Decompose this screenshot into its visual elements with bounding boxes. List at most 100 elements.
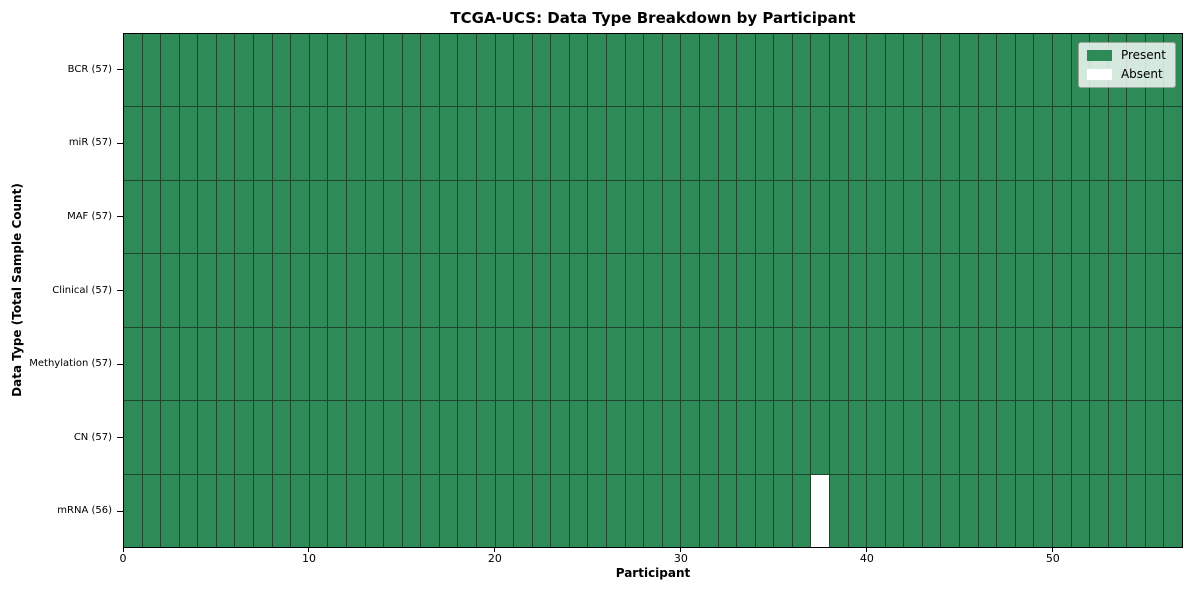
heatmap-cell — [161, 34, 179, 107]
heatmap-cell — [885, 34, 904, 107]
heatmap-cell — [922, 401, 941, 474]
heatmap-cell — [737, 327, 755, 401]
heatmap-cell — [755, 474, 774, 547]
heatmap-cell — [254, 107, 272, 180]
heatmap-cell — [681, 401, 699, 474]
heatmap-cell — [811, 474, 829, 547]
heatmap-cell — [607, 401, 625, 474]
heatmap-cell — [922, 107, 941, 180]
heatmap-cell — [588, 34, 607, 107]
heatmap-cell — [272, 474, 291, 547]
heatmap-cell — [960, 401, 978, 474]
heatmap-cell — [458, 254, 476, 327]
heatmap-cell — [811, 401, 829, 474]
heatmap-cell — [291, 107, 309, 180]
heatmap-cell — [384, 474, 402, 547]
heatmap-cell — [625, 180, 644, 254]
heatmap-cell — [124, 254, 142, 327]
heatmap-cell — [1090, 254, 1108, 327]
heatmap-cell — [179, 107, 198, 180]
x-tick-label: 50 — [1045, 552, 1060, 565]
heatmap-cell — [755, 34, 774, 107]
heatmap-cell — [681, 327, 699, 401]
heatmap-cell — [569, 180, 588, 254]
heatmap-cell — [848, 254, 867, 327]
heatmap-cell — [198, 107, 216, 180]
heatmap-cell — [569, 254, 588, 327]
heatmap-cell — [922, 180, 941, 254]
heatmap-cell — [904, 107, 922, 180]
heatmap-cell — [644, 327, 662, 401]
y-tick-mark — [117, 216, 123, 218]
heatmap-cell — [885, 474, 904, 547]
heatmap-cell — [198, 34, 216, 107]
x-tick-label: 10 — [301, 552, 316, 565]
heatmap-cell — [495, 34, 514, 107]
heatmap-cell — [625, 327, 644, 401]
heatmap-cell — [365, 34, 384, 107]
heatmap-cell — [161, 254, 179, 327]
heatmap-cell — [718, 254, 737, 327]
heatmap-cell — [1034, 34, 1052, 107]
heatmap-cell — [328, 107, 346, 180]
heatmap-cell — [1071, 327, 1090, 401]
y-tick-label: Clinical (57) — [52, 284, 112, 296]
heatmap-cell — [1034, 254, 1052, 327]
heatmap-cell — [551, 180, 569, 254]
heatmap-cell — [922, 254, 941, 327]
heatmap-cell — [532, 401, 551, 474]
heatmap-cell — [922, 34, 941, 107]
y-tick-mark — [117, 142, 123, 144]
heatmap-cell — [384, 107, 402, 180]
heatmap-cell — [718, 474, 737, 547]
heatmap-cell — [997, 474, 1015, 547]
heatmap-cell — [681, 180, 699, 254]
heatmap-cell — [1071, 254, 1090, 327]
heatmap-cell — [421, 107, 439, 180]
heatmap-cell — [1164, 327, 1182, 401]
heatmap-cell — [328, 180, 346, 254]
heatmap-cell — [421, 474, 439, 547]
heatmap-cell — [476, 327, 495, 401]
chart-title: TCGA-UCS: Data Type Breakdown by Partici… — [450, 9, 856, 27]
heatmap-cell — [755, 107, 774, 180]
heatmap-cell — [774, 107, 792, 180]
heatmap-cell — [737, 180, 755, 254]
heatmap-cell — [662, 107, 681, 180]
heatmap-cell — [142, 180, 161, 254]
heatmap-cell — [718, 327, 737, 401]
heatmap-cell — [1127, 107, 1145, 180]
heatmap-cell — [124, 401, 142, 474]
heatmap-cell — [978, 34, 997, 107]
heatmap-cell — [904, 401, 922, 474]
heatmap-cell — [1090, 401, 1108, 474]
heatmap-cell — [718, 401, 737, 474]
heatmap-cell — [272, 107, 291, 180]
heatmap-cell — [142, 401, 161, 474]
heatmap-cell — [829, 254, 848, 327]
heatmap-cell — [848, 327, 867, 401]
heatmap-cell — [811, 254, 829, 327]
heatmap-cell — [774, 401, 792, 474]
heatmap-cell — [885, 327, 904, 401]
heatmap-cell — [607, 474, 625, 547]
legend-item-absent: Absent — [1086, 68, 1166, 81]
heatmap-cell — [588, 327, 607, 401]
heatmap-cell — [309, 107, 328, 180]
heatmap-cell — [1108, 474, 1127, 547]
heatmap-cell — [978, 180, 997, 254]
heatmap-cell — [978, 327, 997, 401]
heatmap-cell — [1127, 180, 1145, 254]
heatmap-cell — [1108, 254, 1127, 327]
heatmap-cell — [254, 34, 272, 107]
heatmap-cell — [885, 107, 904, 180]
heatmap-cell — [978, 254, 997, 327]
heatmap-cell — [346, 474, 365, 547]
heatmap-cell — [328, 327, 346, 401]
heatmap-cell — [718, 107, 737, 180]
heatmap-cell — [514, 327, 532, 401]
heatmap-cell — [346, 34, 365, 107]
heatmap-cell — [699, 327, 718, 401]
heatmap-cell — [495, 180, 514, 254]
